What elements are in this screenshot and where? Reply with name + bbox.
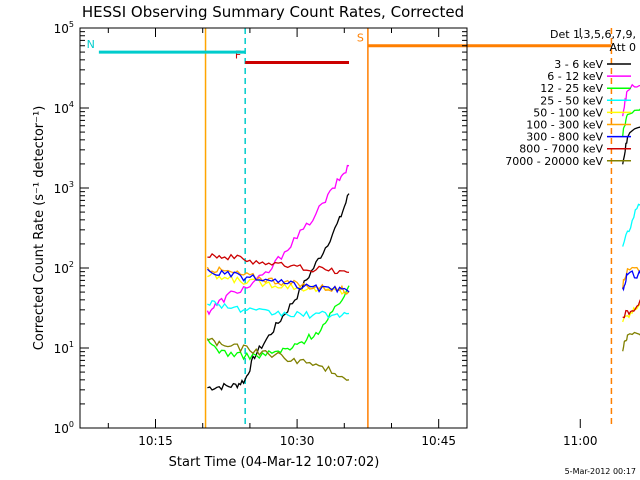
legend-label-1: 6 - 12 keV — [547, 70, 603, 83]
chart-title: HESSI Observing Summary Count Rates, Cor… — [82, 3, 464, 21]
legend-label-5: 100 - 300 keV — [526, 119, 603, 132]
legend-label-2: 12 - 25 keV — [540, 82, 603, 95]
series-3-seg2 — [622, 203, 640, 247]
series-7-seg2 — [622, 299, 640, 319]
plot-content — [204, 28, 640, 428]
annotation-label-2: S — [357, 32, 364, 45]
series-6-seg1 — [206, 268, 350, 294]
footer-timestamp: 5-Mar-2012 00:17 — [565, 467, 636, 476]
legend-label-4: 50 - 100 keV — [533, 106, 603, 119]
x-tick-label-3: 11:00 — [563, 434, 598, 448]
legend-label-3: 25 - 50 keV — [540, 94, 603, 107]
y-tick-label-4: 104 — [54, 100, 74, 116]
series-3-seg1 — [207, 299, 350, 320]
series-7-seg1 — [207, 252, 350, 275]
y-tick-label-5: 105 — [54, 20, 74, 36]
series-6-seg2 — [622, 269, 640, 292]
annotation-label-0: F — [235, 49, 241, 62]
x-tick-label-1: 10:30 — [280, 434, 315, 448]
y-tick-label-0: 100 — [54, 420, 74, 436]
series-0-seg2 — [622, 126, 640, 165]
y-tick-labels: 100 101 102 103 104 105 — [54, 20, 74, 436]
x-axis-label: Start Time (04-Mar-12 10:07:02) — [169, 455, 380, 470]
legend-label-6: 300 - 800 keV — [526, 131, 603, 144]
legend-label-8: 7000 - 20000 keV — [505, 155, 603, 168]
y-axis-label: Corrected Count Rate (s⁻¹ detector⁻¹) — [32, 106, 47, 351]
series-2-seg1 — [206, 285, 350, 361]
x-tick-label-2: 10:45 — [421, 434, 456, 448]
annotations: F N S — [87, 32, 612, 65]
series-0-seg1 — [207, 193, 350, 391]
x-tick-label-0: 10:15 — [138, 434, 173, 448]
series-1-seg1 — [206, 164, 350, 316]
legend-header-detectors: Det 1,3,5,6,7,9, — [550, 28, 636, 41]
y-tick-label-2: 102 — [54, 260, 74, 276]
legend-label-0: 3 - 6 keV — [554, 58, 603, 71]
series-4-seg2 — [622, 302, 640, 323]
series-8-seg1 — [207, 337, 350, 381]
axis-ticks — [80, 27, 581, 429]
series-4-seg1 — [207, 272, 350, 295]
y-tick-label-3: 103 — [54, 180, 74, 196]
series-2-seg2 — [622, 108, 640, 137]
plot-frame — [79, 27, 468, 429]
series-8-seg2 — [622, 331, 640, 352]
annotation-label-1: N — [87, 38, 95, 51]
y-tick-label-1: 101 — [54, 340, 74, 356]
legend-header-attenuator: Att 0 — [610, 41, 636, 54]
legend-label-7: 800 - 7000 keV — [519, 143, 603, 156]
